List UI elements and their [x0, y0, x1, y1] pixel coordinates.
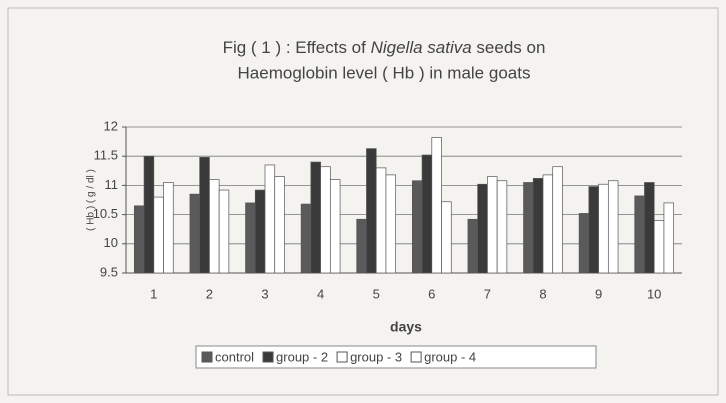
legend-swatch	[336, 351, 348, 363]
bar	[523, 182, 534, 274]
bar	[163, 182, 174, 274]
frame	[7, 7, 719, 396]
legend-label: group - 3	[350, 349, 402, 364]
bar	[133, 205, 145, 274]
bar	[588, 186, 599, 274]
x-tick-label: 8	[539, 286, 546, 301]
x-axis-label: days	[390, 319, 422, 335]
x-tick-label: 1	[150, 286, 157, 301]
x-tick-label: 4	[317, 286, 324, 301]
x-tick-label: 7	[484, 286, 491, 301]
bar	[578, 213, 590, 274]
bar	[634, 195, 645, 274]
bar	[421, 154, 433, 274]
bar	[598, 183, 609, 274]
legend-swatch	[201, 351, 213, 363]
bar	[153, 196, 164, 274]
x-tick-label: 10	[647, 286, 661, 301]
legend-label: control	[215, 349, 254, 364]
y-tick-label: 11.5	[94, 148, 118, 163]
bar	[245, 202, 256, 274]
bar	[209, 179, 220, 274]
legend-label: group - 2	[276, 349, 328, 364]
y-tick-label: 10.5	[93, 206, 118, 221]
y-tick-label: 11	[105, 177, 119, 192]
bar	[189, 193, 201, 274]
bar	[375, 167, 387, 274]
bar	[385, 174, 397, 274]
y-tick-label: 9.5	[100, 264, 118, 279]
bar	[329, 179, 341, 274]
x-tick-label: 5	[373, 286, 380, 301]
bar	[644, 182, 655, 274]
legend-swatch	[262, 351, 274, 363]
bar	[310, 161, 321, 274]
x-tick-label: 6	[428, 286, 435, 301]
x-tick-label: 3	[261, 286, 268, 301]
title-part: Fig ( 1 ) : Effects of	[223, 38, 371, 57]
bar	[532, 178, 544, 274]
legend	[195, 345, 597, 369]
chart-title: Fig ( 1 ) : Effects of Nigella sativa se…	[223, 38, 546, 57]
y-axis-label: ( Hb ) ( g / dl )	[86, 169, 97, 231]
bar	[467, 218, 479, 274]
bar	[653, 220, 665, 274]
bar	[274, 176, 285, 274]
bar	[431, 137, 442, 274]
legend-swatch	[410, 351, 422, 363]
bar	[320, 166, 331, 274]
bar	[300, 203, 312, 274]
bar	[496, 180, 508, 274]
bar	[366, 148, 377, 274]
bar	[542, 174, 554, 274]
title-part: Nigella sativa	[371, 38, 472, 57]
bar	[607, 180, 619, 274]
bar	[552, 166, 563, 274]
bar	[663, 202, 675, 274]
bar	[199, 157, 210, 274]
bar	[487, 176, 498, 274]
x-tick-label: 2	[206, 286, 213, 301]
bar	[143, 155, 155, 274]
x-tick-label: 9	[595, 286, 602, 301]
bar	[356, 218, 367, 274]
legend-label: group - 4	[424, 349, 476, 364]
bar	[477, 183, 488, 274]
title-part: seeds on	[472, 38, 546, 57]
y-tick-label: 12	[104, 118, 118, 133]
bar	[411, 180, 423, 274]
bar	[264, 164, 276, 274]
bar	[441, 201, 452, 274]
bar	[218, 189, 230, 274]
bar	[254, 189, 266, 274]
y-tick-label: 10	[104, 235, 118, 250]
chart-title: Haemoglobin level ( Hb ) in male goats	[238, 63, 531, 82]
